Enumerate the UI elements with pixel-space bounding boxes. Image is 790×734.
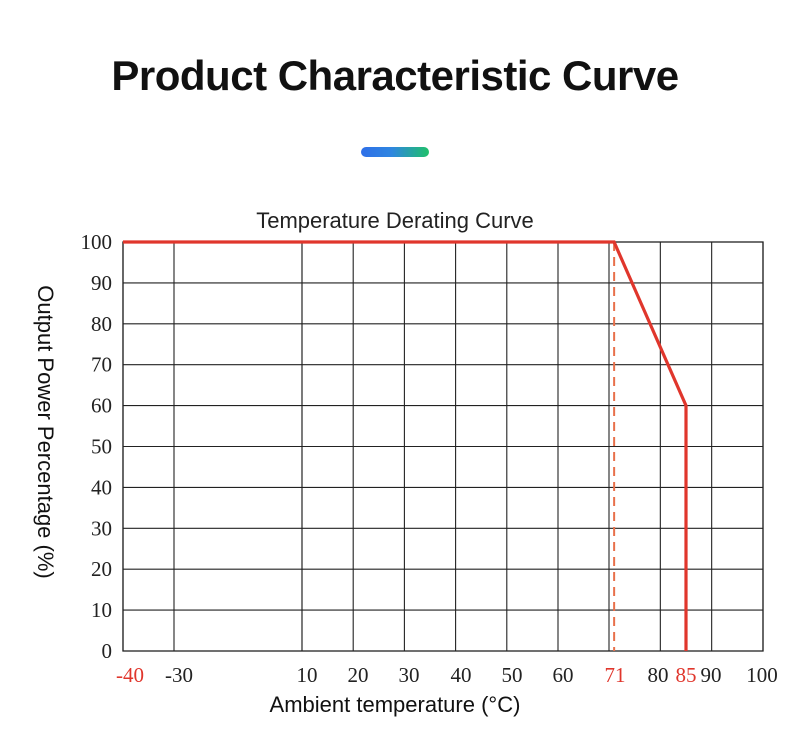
y-tick-labels: 0 10 20 30 40 50 60 70 80 90 100 [81,230,113,663]
y-tick-label: 50 [91,435,112,459]
x-tick-label: 100 [746,663,778,687]
x-tick-label: 50 [502,663,523,687]
y-tick-label: 10 [91,598,112,622]
y-tick-label: 0 [102,639,113,663]
derating-curve [123,240,688,651]
y-tick-label: 70 [91,353,112,377]
x-tick-label: 60 [553,663,574,687]
x-tick-label: 90 [701,663,722,687]
y-tick-label: 30 [91,516,112,540]
title-accent-bar [361,147,429,157]
y-tick-label: 100 [81,230,113,254]
x-tick-label: 80 [648,663,669,687]
page-title: Product Characteristic Curve [111,52,679,99]
x-tick-label: -40 [116,663,144,687]
x-tick-label: 71 [605,663,626,687]
y-axis-label: Output Power Percentage (%) [33,285,58,578]
x-axis-label: Ambient temperature (°C) [270,692,521,717]
chart-title: Temperature Derating Curve [256,208,534,233]
y-tick-label: 90 [91,271,112,295]
x-tick-labels: -40 -30 10 20 30 40 50 60 71 80 85 90 100 [116,663,778,687]
x-tick-label: -30 [165,663,193,687]
y-tick-label: 80 [91,312,112,336]
y-tick-label: 60 [91,394,112,418]
chart-grid [122,241,764,652]
y-tick-label: 20 [91,557,112,581]
x-tick-label: 30 [399,663,420,687]
x-tick-label: 20 [348,663,369,687]
x-tick-label: 40 [451,663,472,687]
x-tick-label: 85 [676,663,697,687]
chart-series [123,240,688,651]
x-tick-label: 10 [297,663,318,687]
y-tick-label: 40 [91,475,112,499]
